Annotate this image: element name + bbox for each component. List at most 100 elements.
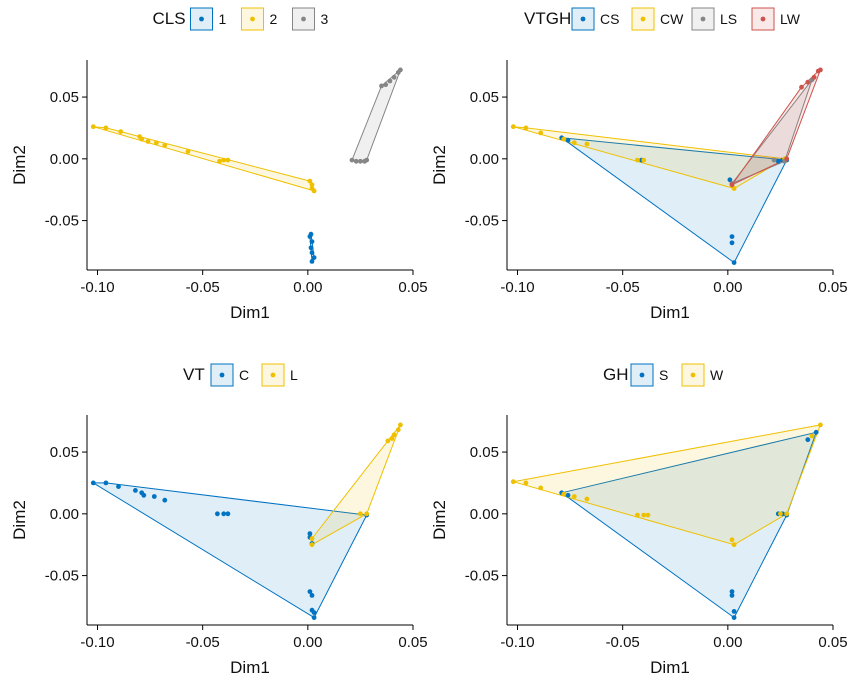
legend-label: 2: [270, 11, 278, 27]
y-tick-label: -0.05: [45, 568, 79, 585]
legend-key-dot: [199, 16, 204, 22]
data-point: [729, 537, 735, 543]
data-point: [510, 479, 516, 485]
y-tick-label: 0.00: [50, 506, 79, 523]
legend-key-dot: [580, 16, 586, 22]
data-point: [221, 157, 227, 163]
data-point: [771, 157, 777, 163]
data-point: [358, 511, 363, 517]
data-point: [645, 512, 651, 518]
data-point: [727, 177, 733, 183]
data-point: [309, 250, 315, 256]
data-point: [379, 83, 384, 89]
hull-3: [351, 69, 401, 162]
data-point: [307, 531, 313, 536]
data-point: [729, 593, 735, 598]
data-point: [538, 130, 544, 136]
y-tick-label: 0.00: [470, 151, 499, 168]
legend-item-S: S: [630, 363, 668, 387]
legend-key-dot: [700, 16, 706, 22]
data-point: [391, 432, 397, 438]
data-point: [103, 480, 109, 486]
data-point: [162, 142, 168, 148]
x-axis-title: Dim1: [230, 303, 270, 322]
data-point: [635, 512, 640, 518]
data-point: [731, 615, 737, 620]
data-point: [309, 536, 315, 541]
legend: GH S W: [603, 363, 724, 387]
data-point: [217, 158, 222, 164]
x-tick-label: -0.10: [500, 279, 534, 296]
legend-label: CS: [600, 11, 619, 27]
x-tick-label: 0.05: [398, 634, 427, 651]
data-point: [185, 149, 191, 154]
legend-label: 3: [321, 11, 329, 27]
legend-label: LW: [780, 11, 801, 27]
legend-label: CW: [660, 11, 684, 27]
data-point: [309, 239, 315, 245]
data-point: [364, 511, 370, 517]
legend-label: L: [290, 367, 298, 383]
data-point: [775, 158, 781, 164]
data-point: [729, 234, 735, 240]
legend-label: 1: [219, 11, 227, 27]
data-point: [349, 157, 355, 163]
data-point: [641, 157, 647, 163]
legend-key-dot: [639, 372, 645, 378]
y-tick-label: 0.05: [470, 444, 499, 461]
legend-key-dot: [250, 16, 255, 22]
data-point: [784, 156, 790, 162]
data-point: [307, 178, 313, 184]
data-point: [162, 497, 168, 503]
data-point: [154, 140, 159, 146]
legend-item-2: 2: [241, 7, 278, 31]
data-point: [141, 492, 147, 498]
data-point: [635, 157, 640, 163]
data-point: [133, 488, 138, 493]
data-point: [389, 436, 395, 441]
data-point: [778, 511, 783, 517]
y-tick-label: 0.05: [50, 89, 79, 106]
y-tick-label: 0.00: [50, 151, 79, 168]
hull-C: [92, 482, 368, 619]
x-tick-label: -0.05: [186, 279, 220, 296]
x-tick-label: -0.05: [606, 279, 640, 296]
legend-label: LS: [720, 11, 737, 27]
data-point: [309, 542, 315, 548]
legend-label: S: [659, 367, 668, 383]
data-point: [818, 422, 823, 428]
y-tick-label: 0.05: [50, 444, 79, 461]
data-point: [308, 231, 314, 237]
data-point: [641, 512, 647, 518]
x-tick-label: -0.10: [80, 634, 114, 651]
x-tick-label: 0.00: [713, 279, 742, 296]
data-point: [731, 542, 737, 548]
x-tick-label: 0.00: [293, 634, 322, 651]
y-tick-label: 0.00: [470, 506, 499, 523]
data-point: [385, 438, 391, 444]
legend-title: VT: [183, 365, 205, 384]
data-point: [729, 240, 735, 246]
chart-panel-2: -0.10 -0.05 0.00 0.05 -0.05 0.00 0.05 Dim1 Dim2 V…: [430, 7, 848, 322]
y-axis-title: Dim2: [10, 145, 29, 185]
data-point: [731, 260, 737, 265]
legend-item-C: C: [210, 363, 249, 387]
chart-panel-3: -0.10 -0.05 0.00 0.05 -0.05 0.00 0.05 Dim1 Dim2 V…: [10, 363, 428, 677]
data-point: [364, 157, 370, 163]
legend: VTGH CS CW LS LW: [524, 7, 801, 31]
legend: VT C L: [183, 363, 298, 387]
x-axis-title: Dim1: [650, 303, 690, 322]
data-point: [225, 511, 231, 517]
x-tick-label: -0.10: [500, 634, 534, 651]
data-point: [731, 609, 737, 614]
y-tick-label: -0.05: [465, 213, 499, 230]
x-tick-label: -0.05: [186, 634, 220, 651]
x-tick-label: 0.05: [818, 279, 847, 296]
legend-key-dot: [270, 372, 276, 378]
data-point: [584, 141, 590, 147]
legend-title: VTGH: [524, 9, 571, 28]
legend-item-CS: CS: [571, 7, 619, 31]
data-point: [145, 139, 151, 144]
y-axis-title: Dim2: [10, 500, 29, 540]
